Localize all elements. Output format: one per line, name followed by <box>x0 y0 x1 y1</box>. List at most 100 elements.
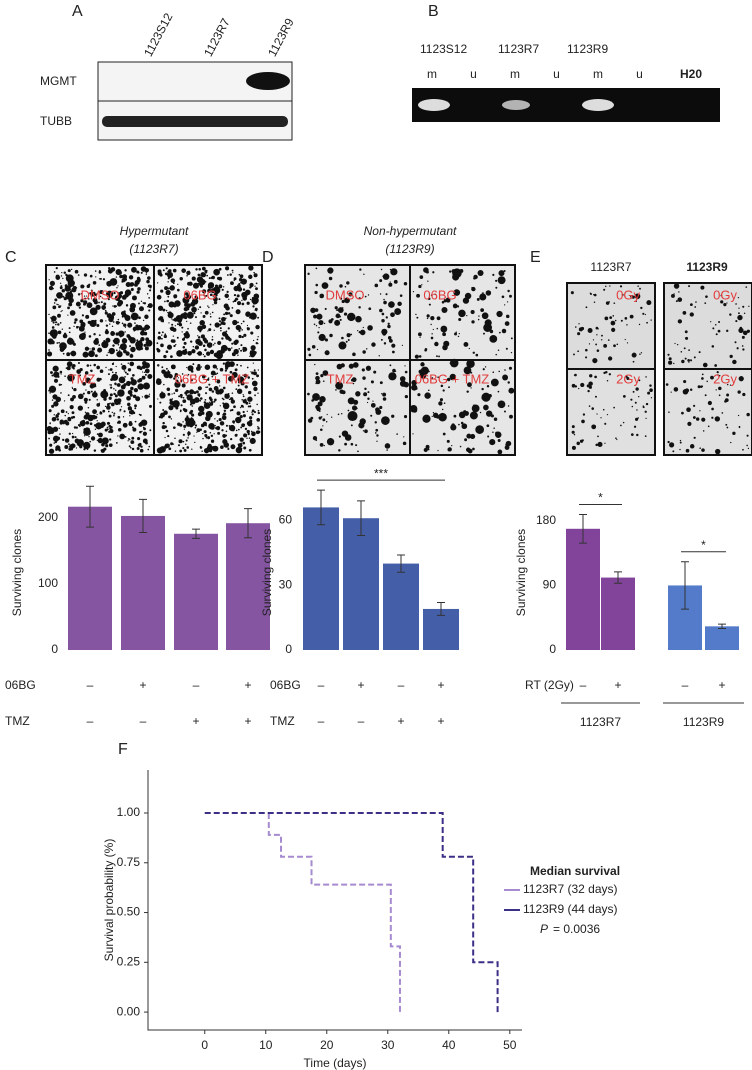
colony <box>49 422 51 424</box>
colony <box>246 313 249 316</box>
colony <box>234 433 238 437</box>
colony <box>257 409 260 412</box>
colony <box>591 424 597 430</box>
colony <box>481 387 484 391</box>
colony <box>129 282 134 287</box>
colony <box>98 344 101 347</box>
colony <box>495 286 498 289</box>
colony <box>204 399 207 401</box>
colony <box>451 445 453 447</box>
colony <box>50 315 57 322</box>
colony <box>119 335 122 338</box>
condition-sign: + <box>397 714 404 728</box>
condition-sign: – <box>580 678 587 692</box>
colony <box>123 410 126 413</box>
colony <box>189 403 192 406</box>
condition-sign: – <box>87 714 94 728</box>
colony <box>213 433 215 435</box>
colony <box>441 300 445 304</box>
colony <box>379 308 383 313</box>
colony <box>375 428 379 432</box>
colony <box>215 273 218 276</box>
colony <box>60 373 62 375</box>
y-axis-label: Surviving clones <box>514 529 528 616</box>
colony <box>203 294 206 297</box>
colony <box>164 333 167 336</box>
colony <box>409 404 418 413</box>
colony <box>576 441 580 446</box>
colony <box>124 326 127 328</box>
colony <box>185 443 187 446</box>
colony <box>176 350 183 357</box>
colony <box>481 395 486 400</box>
colony <box>181 383 186 388</box>
colony <box>240 426 243 429</box>
colony <box>399 294 403 297</box>
colony <box>50 371 53 374</box>
colony <box>732 359 737 365</box>
colony <box>577 332 581 336</box>
colony <box>183 399 187 403</box>
colony <box>244 296 246 299</box>
colony <box>147 304 150 306</box>
colony <box>87 298 90 300</box>
colony <box>501 295 505 299</box>
colony <box>196 346 199 349</box>
colony <box>136 314 139 317</box>
colony <box>156 349 161 353</box>
x-tick-label: 50 <box>503 1038 517 1052</box>
colony <box>227 312 231 315</box>
colony <box>379 279 383 283</box>
colony <box>75 301 81 307</box>
colony <box>175 343 177 346</box>
condition-sign: + <box>437 714 444 728</box>
colony <box>117 427 122 432</box>
colony <box>463 342 469 347</box>
colony <box>165 309 168 312</box>
colony <box>684 357 687 360</box>
colony <box>225 266 230 271</box>
colony <box>128 408 131 411</box>
colony <box>64 414 66 417</box>
colony <box>742 330 748 336</box>
colony <box>128 445 131 448</box>
colony <box>148 445 151 448</box>
well-label: DMSO <box>326 287 365 302</box>
colony <box>191 448 193 450</box>
colony <box>89 274 93 278</box>
colony <box>257 369 259 371</box>
colony <box>130 440 135 444</box>
colony <box>316 313 323 320</box>
colony <box>701 377 704 380</box>
colony <box>718 374 721 377</box>
colony <box>642 405 644 407</box>
colony <box>351 377 357 383</box>
colony <box>604 442 606 444</box>
colony <box>596 334 598 336</box>
colony <box>222 322 226 326</box>
colony <box>64 438 70 443</box>
colony <box>139 414 142 417</box>
colony <box>374 283 379 288</box>
colony <box>110 378 114 381</box>
colony <box>307 392 310 396</box>
colony <box>196 428 201 433</box>
colony <box>612 315 615 317</box>
colony <box>237 354 239 356</box>
colony <box>355 391 361 397</box>
colony <box>413 410 416 412</box>
error-bar <box>317 489 325 526</box>
colony <box>140 330 146 336</box>
colony <box>173 317 178 322</box>
colony <box>105 290 114 298</box>
colony <box>189 322 192 324</box>
colony <box>141 375 146 380</box>
colony <box>698 351 701 354</box>
colony <box>729 313 732 316</box>
colony <box>646 321 648 324</box>
colony <box>426 314 430 318</box>
colony <box>107 298 110 301</box>
colony <box>416 316 419 319</box>
colony <box>218 379 220 382</box>
colony <box>427 389 430 392</box>
